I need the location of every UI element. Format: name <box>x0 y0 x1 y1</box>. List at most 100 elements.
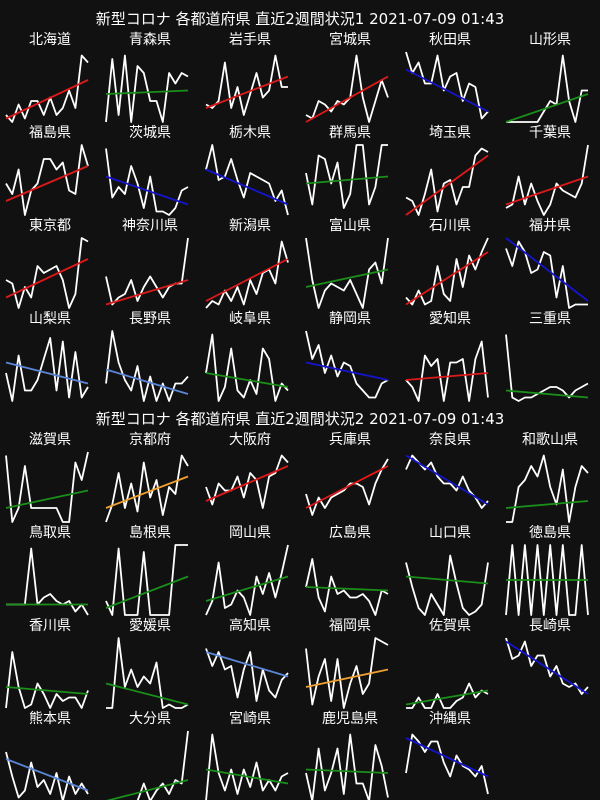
trend-line <box>305 268 389 288</box>
panel-plot <box>205 648 289 702</box>
panel-plot <box>305 733 389 800</box>
panel-plot <box>5 751 89 800</box>
trend-line <box>105 89 189 95</box>
panel-1: 北海道 <box>0 32 100 124</box>
panel-label: 長野県 <box>129 311 171 327</box>
panel-9: 栃木県 <box>200 125 300 217</box>
panel-label: 山口県 <box>429 525 471 541</box>
panel-43: 熊本県 <box>0 711 100 800</box>
panel-label: 山梨県 <box>29 311 71 327</box>
series-line <box>5 54 89 123</box>
panel-label: 岡山県 <box>229 525 271 541</box>
panel-plot <box>205 733 289 800</box>
panel-46: 鹿児島県 <box>300 711 400 800</box>
trend-line <box>205 258 289 302</box>
panel-label: 北海道 <box>29 32 71 48</box>
panel-plot <box>505 637 589 695</box>
series-line <box>305 54 389 123</box>
series-line <box>405 237 489 306</box>
series-line <box>305 733 389 800</box>
trend-line <box>405 454 489 506</box>
series-line <box>105 148 189 216</box>
panel-label: 静岡県 <box>329 311 371 327</box>
trend-line <box>105 368 189 395</box>
series-line <box>205 648 289 702</box>
panel-plot <box>205 544 289 616</box>
panel-20: 長野県 <box>100 311 200 403</box>
series-line <box>305 637 389 709</box>
series-line <box>506 54 588 123</box>
panel-label: 東京都 <box>29 218 71 234</box>
panel-8: 茨城県 <box>100 125 200 217</box>
trend-line <box>5 79 89 120</box>
panel-plot <box>205 144 289 216</box>
panel-plot <box>305 144 389 209</box>
panel-plot <box>105 330 189 402</box>
panel-2: 青森県 <box>100 32 200 124</box>
panel-label: 広島県 <box>329 525 371 541</box>
trend-line <box>505 175 589 206</box>
trend-line <box>5 686 89 695</box>
panel-45: 宮崎県 <box>200 711 300 800</box>
panel-label: 茨城県 <box>129 125 171 141</box>
trend-line <box>5 361 89 385</box>
trend-line <box>105 575 189 609</box>
panel-label: 京都府 <box>129 432 171 448</box>
panel-plot <box>405 554 489 616</box>
panel-plot <box>305 458 389 516</box>
panel-plot <box>305 330 389 399</box>
trend-line <box>205 168 289 206</box>
panel-29: 奈良県 <box>400 432 500 524</box>
panel-13: 東京都 <box>0 218 100 310</box>
panel-label: 熊本県 <box>29 711 71 727</box>
series-line <box>205 454 289 509</box>
series-line <box>105 544 188 616</box>
series-line <box>405 554 489 616</box>
panel-label: 沖縄県 <box>429 711 471 727</box>
trend-line <box>405 689 489 706</box>
panel-label: 三重県 <box>529 311 571 327</box>
panel-label: 福島県 <box>29 125 71 141</box>
panel-19: 山梨県 <box>0 311 100 403</box>
panel-label: 高知県 <box>229 618 271 634</box>
panel-plot <box>6 547 89 616</box>
panel-label: 徳島県 <box>529 525 571 541</box>
series-line <box>136 730 189 800</box>
panel-41: 佐賀県 <box>400 618 500 710</box>
panel-label: 愛知県 <box>429 311 471 327</box>
trend-line <box>305 668 389 688</box>
panel-label: 新潟県 <box>229 218 271 234</box>
panel-plot <box>505 237 589 309</box>
series-line <box>205 733 289 800</box>
panel-28: 兵庫県 <box>300 432 400 524</box>
panel-label: 福井県 <box>529 218 571 234</box>
panel-label: 大分県 <box>129 711 171 727</box>
panel-plot <box>105 544 189 616</box>
panel-21: 岐阜県 <box>200 311 300 403</box>
panel-label: 鹿児島県 <box>322 711 378 727</box>
panel-label: 神奈川県 <box>122 218 178 234</box>
panel-label: 群馬県 <box>329 125 371 141</box>
trend-line <box>405 154 489 216</box>
series-line <box>505 334 589 402</box>
panel-39: 高知県 <box>200 618 300 710</box>
trend-line <box>305 175 389 185</box>
panel-plot <box>505 54 589 123</box>
trend-line <box>305 75 389 123</box>
trend-line <box>405 737 489 778</box>
panel-15: 新潟県 <box>200 218 300 310</box>
panel-32: 島根県 <box>100 525 200 617</box>
panel-17: 石川県 <box>400 218 500 310</box>
panel-label: 和歌山県 <box>522 432 578 448</box>
series-line <box>305 237 389 309</box>
panel-label: 大阪府 <box>229 432 271 448</box>
series-line <box>5 451 89 523</box>
section-2-title: 新型コロナ 各都道府県 直近2週間状況2 2021-07-09 01:43 <box>95 410 505 428</box>
panel-label: 佐賀県 <box>429 618 471 634</box>
panel-plot <box>505 334 589 402</box>
series-line <box>5 651 89 709</box>
panel-label: 岐阜県 <box>229 311 271 327</box>
series-line <box>106 637 189 709</box>
panel-label: 愛媛県 <box>129 618 171 634</box>
panel-23: 愛知県 <box>400 311 500 403</box>
